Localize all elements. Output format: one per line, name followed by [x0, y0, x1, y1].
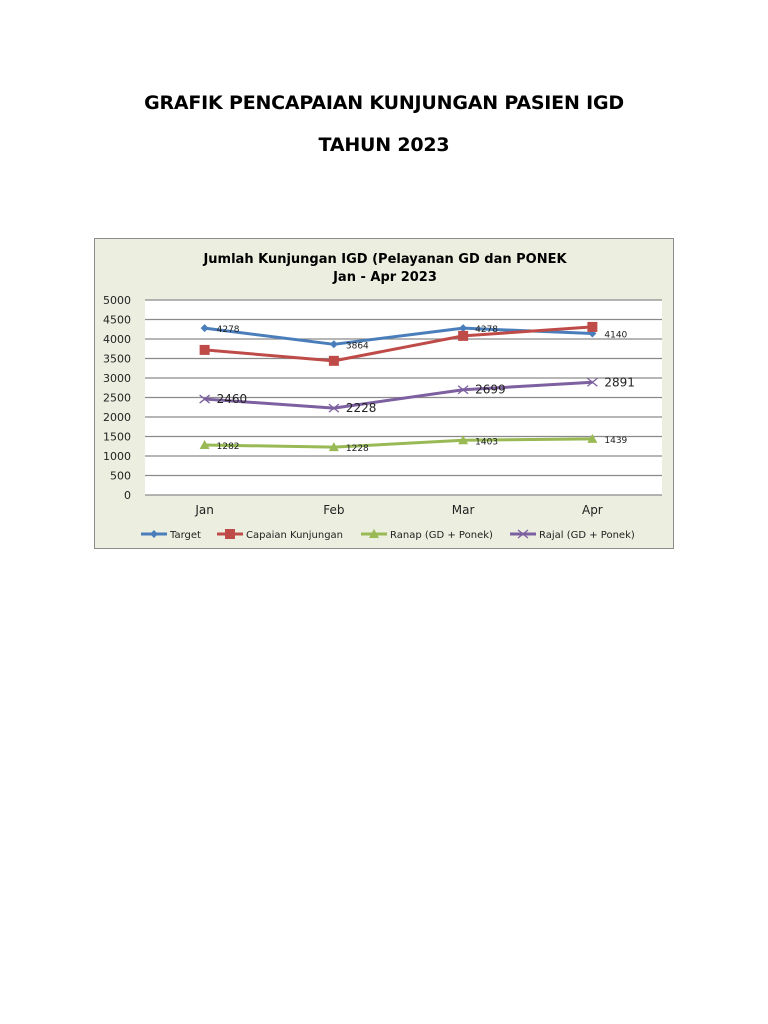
series-capaian-kunjungan — [199, 321, 598, 366]
page-subtitle: TAHUN 2023 — [318, 134, 450, 156]
line-chart: Jumlah Kunjungan IGD (Pelayanan GD dan P… — [103, 252, 662, 541]
y-tick-label: 500 — [110, 470, 131, 483]
x-marker-icon — [586, 377, 598, 387]
legend-item: Target — [141, 530, 201, 541]
data-label: 3864 — [346, 341, 369, 351]
page-title: GRAFIK PENCAPAIAN KUNJUNGAN PASIEN IGD — [144, 92, 624, 114]
y-tick-label: 4000 — [103, 333, 131, 346]
triangle-marker-icon — [587, 433, 598, 443]
legend-item: Rajal (GD + Ponek) — [510, 529, 635, 541]
x-marker-icon — [328, 403, 340, 413]
x-marker-icon — [199, 394, 211, 404]
x-marker-icon — [457, 385, 469, 395]
data-label: 2460 — [217, 392, 248, 406]
y-tick-label: 3000 — [103, 372, 131, 385]
triangle-marker-icon — [369, 529, 379, 538]
legend-label: Target — [169, 530, 201, 541]
data-label: 2699 — [475, 383, 506, 397]
diamond-marker-icon — [459, 324, 468, 333]
x-tick-label: Apr — [582, 503, 603, 517]
chart-subtitle: Jan - Apr 2023 — [332, 270, 437, 285]
triangle-marker-icon — [458, 435, 469, 445]
data-label: 1282 — [217, 442, 240, 452]
y-tick-label: 5000 — [103, 294, 131, 307]
data-label: 2891 — [604, 375, 635, 389]
square-marker-icon — [225, 529, 235, 539]
data-label: 4278 — [217, 325, 240, 335]
series-line — [204, 380, 593, 410]
y-tick-label: 1500 — [103, 431, 131, 444]
x-tick-label: Feb — [323, 503, 344, 517]
square-marker-icon — [458, 330, 469, 341]
square-marker-icon — [328, 355, 339, 366]
triangle-marker-icon — [328, 442, 339, 452]
square-marker-icon — [587, 321, 598, 332]
y-tick-label: 4500 — [103, 314, 131, 327]
gridlines — [145, 299, 662, 496]
series-line — [204, 437, 593, 449]
legend: Target Capaian Kunjungan Ranap (GD + Ponek… — [141, 529, 635, 541]
data-label: 1228 — [346, 444, 369, 454]
x-tick-label: Mar — [452, 503, 475, 517]
diamond-marker-icon — [150, 530, 158, 538]
series-ranap-gd-ponek-: 1282 1228 1403 1439 — [199, 433, 628, 454]
legend-label: Ranap (GD + Ponek) — [390, 530, 493, 541]
y-tick-label: 3500 — [103, 353, 131, 366]
triangle-marker-icon — [199, 440, 210, 450]
data-label: 1403 — [475, 437, 498, 447]
x-axis: Jan Feb Mar Apr — [194, 503, 602, 517]
data-label: 4278 — [475, 325, 498, 335]
diamond-marker-icon — [200, 324, 209, 333]
y-tick-label: 2500 — [103, 392, 131, 405]
x-tick-label: Jan — [194, 503, 214, 517]
series-group: 4278 3864 4278 4140 1282 1228 1403 1439 2460 2228… — [199, 321, 635, 454]
data-label: 2228 — [346, 401, 377, 415]
chart-title: Jumlah Kunjungan IGD (Pelayanan GD dan P… — [202, 252, 567, 267]
diamond-marker-icon — [329, 340, 338, 349]
legend-item: Ranap (GD + Ponek) — [361, 529, 493, 541]
data-label: 4140 — [604, 331, 627, 341]
y-tick-label: 1000 — [103, 450, 131, 463]
legend-label: Rajal (GD + Ponek) — [539, 530, 635, 541]
x-marker-icon — [517, 529, 529, 539]
data-label: 1439 — [604, 436, 627, 446]
legend-label: Capaian Kunjungan — [246, 530, 343, 541]
y-tick-label: 0 — [124, 489, 131, 502]
square-marker-icon — [199, 344, 210, 355]
y-tick-label: 2000 — [103, 411, 131, 424]
y-axis: 0 500 1000 1500 2000 2500 3000 3500 4000 4500 5000 — [103, 294, 131, 502]
legend-item: Capaian Kunjungan — [217, 529, 343, 541]
series-rajal-gd-ponek-: 2460 2228 2699 2891 — [199, 375, 635, 415]
chart-container: Jumlah Kunjungan IGD (Pelayanan GD dan P… — [94, 238, 674, 549]
series-line — [204, 325, 593, 363]
